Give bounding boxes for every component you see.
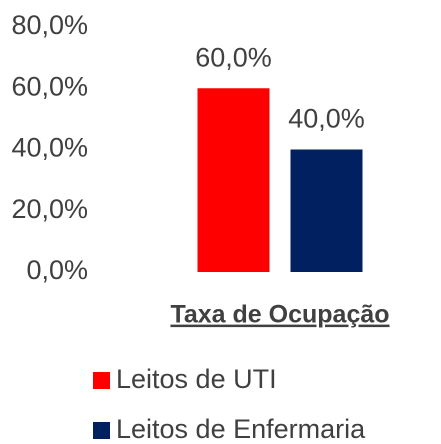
legend-swatch — [93, 422, 110, 439]
y-tick-label: 20,0% — [11, 194, 88, 224]
data-label: 40,0% — [288, 104, 365, 134]
bar — [197, 88, 270, 272]
y-tick-label: 40,0% — [11, 133, 88, 163]
legend-swatch — [93, 372, 110, 389]
legend-label: Leitos de UTI — [116, 364, 277, 394]
data-label: 60,0% — [195, 42, 272, 72]
y-tick-label: 0,0% — [26, 255, 88, 285]
y-tick-label: 60,0% — [11, 71, 88, 101]
y-tick-label: 80,0% — [11, 10, 88, 40]
x-tick-label: Taxa de Ocupação — [170, 301, 389, 329]
legend-label: Leitos de Enfermaria — [116, 414, 366, 444]
bar — [290, 149, 363, 272]
